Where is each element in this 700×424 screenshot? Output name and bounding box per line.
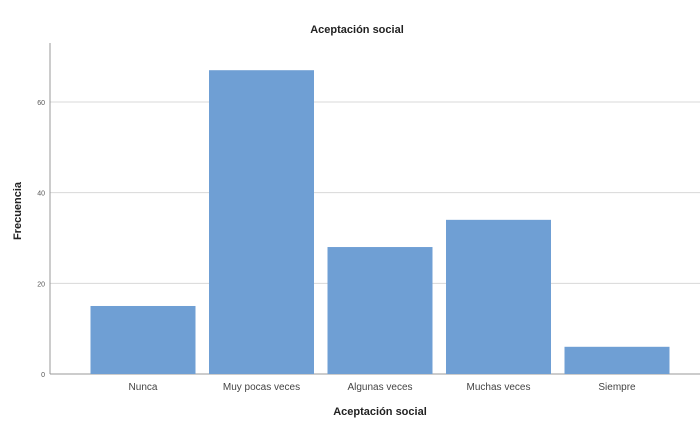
x-tick-label-4: Siempre [598,382,636,393]
y-axis-label: Frecuencia [12,181,24,240]
x-tick-labels: Nunca Muy pocas veces Algunas veces Muchas … [129,382,637,393]
bar-nunca [90,305,196,374]
y-tick-label-0: 0 [41,372,45,379]
x-tick-label-3: Muchas veces [467,382,531,393]
x-tick-label-1: Muy pocas veces [223,382,300,393]
x-tick-label-2: Algunas veces [347,382,412,393]
bar-algunas-veces [327,247,433,374]
x-axis-label: Aceptación social [333,406,427,418]
bar-muchas-veces [446,219,551,374]
chart-title: Aceptación social [310,24,404,36]
y-tick-label-1: 20 [37,281,45,288]
bar-muy-pocas-veces [209,70,314,375]
x-tick-label-0: Nunca [129,382,158,393]
bars [90,70,670,375]
bar-siempre [564,346,670,374]
y-tick-label-3: 60 [37,100,45,107]
y-tick-label-2: 40 [37,191,45,198]
y-tick-labels: 0 20 40 60 [37,100,45,379]
